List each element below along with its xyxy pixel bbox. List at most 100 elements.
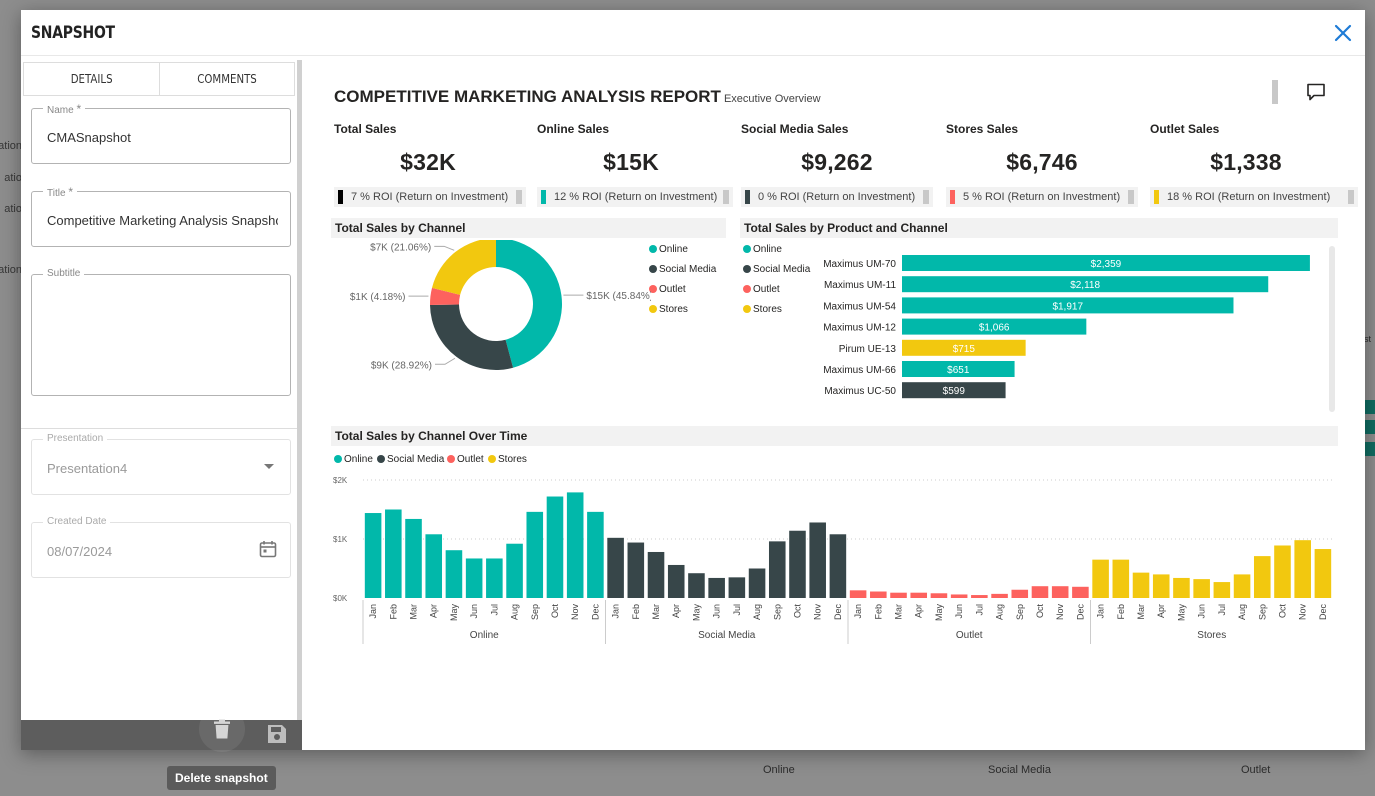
time-bar[interactable] [1294,540,1311,598]
category-label: Maximus UM-70 [823,259,896,270]
time-bar[interactable] [708,577,725,598]
bar-value-label: $2,359 [1091,259,1122,270]
month-tick-label: Jun [469,604,479,619]
time-bar[interactable] [910,592,928,598]
time-bar[interactable] [385,509,402,599]
y-tick-label: $2K [333,476,348,485]
save-button[interactable] [267,724,287,749]
time-bar[interactable] [950,594,968,598]
time-bar[interactable] [566,492,584,598]
required-marker: * [76,102,82,116]
delete-snapshot-button[interactable] [199,706,245,752]
legend-item: Social Media [649,264,716,275]
product-bar[interactable] [902,276,1269,293]
comment-button[interactable] [1306,82,1326,107]
time-bar[interactable] [1092,559,1109,598]
close-button[interactable] [1331,21,1355,45]
legend-label: Outlet [457,454,484,465]
subtitle-field[interactable]: Subtitle [31,268,291,396]
bg-bar [1364,442,1375,456]
time-bar[interactable] [1031,586,1049,598]
time-bar[interactable] [930,593,948,598]
time-bar[interactable] [1011,589,1029,598]
kpi-label: Social Media Sales [741,122,849,136]
time-bar[interactable] [506,543,523,598]
time-bar[interactable] [748,568,766,599]
roi-end [516,190,522,204]
month-tick-label: Jun [1197,604,1207,619]
legend-label: Outlet [659,284,686,295]
time-bar[interactable] [425,534,443,598]
donut-data-label: $1K (4.18%) [350,292,406,303]
donut-slice-online[interactable] [496,240,562,368]
category-label: Maximus UM-12 [823,323,896,334]
donut-slice-social-media[interactable] [430,304,514,370]
product-bar[interactable] [902,318,1087,335]
time-bar[interactable] [445,550,463,598]
time-bar[interactable] [1112,559,1130,598]
time-bar[interactable] [971,595,988,598]
details-panel: DETAILS COMMENTS Name * CMASnapshot Titl… [21,60,302,752]
product-bar[interactable] [902,255,1310,271]
legend-item: Online [334,454,373,465]
month-tick-label: Oct [550,604,560,619]
time-bar[interactable] [607,537,624,598]
time-bar[interactable] [667,564,685,598]
month-tick-label: Jul [732,604,742,616]
time-bar[interactable] [728,577,746,598]
time-bar[interactable] [627,542,645,598]
time-bar[interactable] [768,541,786,598]
product-bar[interactable] [902,297,1234,314]
name-input[interactable]: CMASnapshot [47,130,131,145]
title-field[interactable]: Title * Competitive Marketing Analysis S… [31,185,291,247]
product-bar[interactable] [902,361,1015,377]
time-bar[interactable] [890,592,907,598]
time-bar[interactable] [1274,545,1291,598]
time-bar[interactable] [991,593,1008,598]
time-bar[interactable] [870,591,887,598]
bar-panel-title: Total Sales by Product and Channel [740,218,1338,238]
time-bar[interactable] [587,511,604,598]
product-bar[interactable] [902,339,1026,356]
legend-label: Online [659,244,688,255]
legend-label: Stores [498,454,527,465]
tab-comments[interactable]: COMMENTS [158,63,295,95]
time-bar[interactable] [1072,586,1089,598]
title-input[interactable]: Competitive Marketing Analysis Snapshot [47,213,278,228]
kpi-card: Social Media Sales $9,262 [741,122,941,176]
time-bar[interactable] [1253,556,1271,598]
time-bar[interactable] [1314,549,1332,598]
donut-slice-outlet[interactable] [430,287,461,305]
time-bar[interactable] [465,558,483,598]
time-bar[interactable] [789,530,806,598]
name-field[interactable]: Name * CMASnapshot [31,102,291,164]
time-bar[interactable] [647,551,665,598]
time-bar[interactable] [1132,572,1150,598]
roi-swatch [541,190,546,204]
time-bar[interactable] [526,511,544,598]
time-bar[interactable] [688,573,705,598]
time-bar[interactable] [486,558,503,598]
created-date-field: Created Date 08/07/2024 [31,516,291,578]
time-bar[interactable] [405,518,422,598]
month-tick-label: Jun [712,604,722,619]
time-bar[interactable] [1173,577,1190,598]
time-bar[interactable] [1051,586,1069,598]
donut-slice-stores[interactable] [432,240,496,295]
bg-fragment: atio [4,203,22,215]
legend-label: Stores [659,304,688,315]
product-bar[interactable] [902,382,1006,399]
time-bar[interactable] [1213,582,1231,598]
kpi-card: Online Sales $15K [537,122,737,176]
time-bar[interactable] [1233,574,1251,598]
bar-chart-scrollbar[interactable] [1329,246,1335,412]
time-bar[interactable] [829,534,847,598]
time-bar[interactable] [364,513,382,598]
time-bar[interactable] [849,590,867,598]
tab-details[interactable]: DETAILS [24,63,159,95]
time-bar[interactable] [1193,579,1210,598]
time-bar[interactable] [1152,574,1170,598]
time-bar[interactable] [809,522,826,598]
time-bar[interactable] [546,496,564,598]
presentation-value: Presentation4 [47,461,128,476]
